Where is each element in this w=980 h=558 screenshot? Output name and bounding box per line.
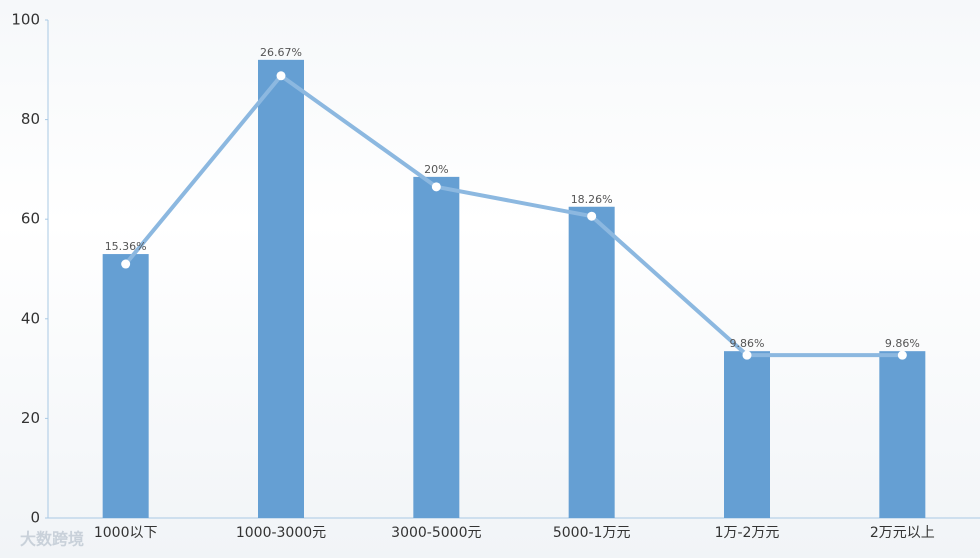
x-tick-label: 3000-5000元 [391,525,481,541]
bar [568,206,615,518]
bar [102,254,149,518]
data-label: 15.36% [105,240,147,253]
line-point [742,350,752,360]
bar [879,351,926,518]
bar [413,176,460,518]
y-tick-label: 40 [21,309,40,327]
y-tick-label: 20 [21,409,40,427]
data-label: 18.26% [571,193,613,206]
watermark: 大数跨境 [20,530,84,549]
x-tick-label: 1000-3000元 [236,525,326,541]
y-tick-label: 80 [21,110,40,128]
line-point [431,182,441,192]
line-point [276,71,286,81]
y-tick-label: 0 [30,509,40,527]
line-point [121,259,131,269]
y-tick-label: 60 [21,210,40,228]
bar [258,59,304,519]
line-point [897,350,907,360]
line-point [587,211,597,221]
data-label: 9.86% [730,337,765,350]
x-tick-label: 2万元以上 [870,525,935,541]
data-label: 9.86% [885,337,920,350]
y-tick-label: 100 [11,11,40,29]
line [124,73,903,358]
x-tick-label: 5000-1万元 [553,525,631,541]
x-tick-label: 1000以下 [94,525,158,541]
data-label: 26.67% [260,46,302,59]
bar [724,351,770,518]
data-label: 20% [424,163,448,176]
x-tick-label: 1万-2万元 [715,525,780,541]
